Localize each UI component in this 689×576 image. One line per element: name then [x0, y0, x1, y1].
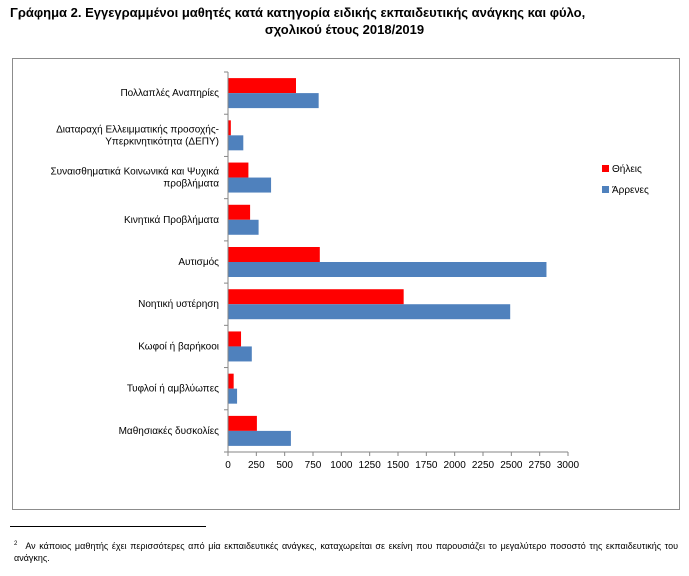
x-tick-label-8: 2000: [444, 460, 467, 471]
legend-label-1: Άρρενες: [612, 185, 649, 196]
chart-title: Γράφημα 2. Εγγεγραμμένοι μαθητές κατά κα…: [0, 4, 689, 38]
category-label-1-1: Υπερκινητικότητα (ΔΕΠΥ): [105, 135, 219, 147]
legend-label-0: Θήλεις: [612, 163, 642, 175]
x-tick-label-0: 0: [225, 460, 231, 471]
footnote-text: Αν κάποιος μαθητής έχει περισσότερες από…: [14, 541, 678, 563]
x-tick-label-1: 250: [248, 460, 265, 471]
footnote-marker: 2: [14, 541, 18, 547]
footnote: 2 Αν κάποιος μαθητής έχει περισσότερες απ…: [14, 538, 678, 564]
x-tick-label-2: 500: [276, 460, 293, 471]
category-label-3-0: Κινητικά Προβλήματα: [124, 214, 219, 226]
x-tick-label-11: 2750: [529, 460, 552, 471]
category-label-7-0: Τυφλοί ή αμβλύωπες: [127, 383, 219, 395]
x-tick-label-10: 2500: [500, 460, 523, 471]
footnote-rule: [10, 526, 206, 527]
bar-male-3: [228, 219, 259, 235]
category-label-1-0: Διαταραχή Ελλειμματικής προσοχής-: [56, 123, 219, 135]
category-label-8-0: Μαθησιακές δυσκολίες: [119, 425, 220, 437]
bar-female-5: [228, 289, 404, 305]
chart-title-line-1: Γράφημα 2. Εγγεγραμμένοι μαθητές κατά κα…: [10, 5, 586, 20]
bar-female-3: [228, 204, 251, 220]
bar-male-0: [228, 93, 319, 109]
bar-female-7: [228, 373, 234, 389]
category-label-0-0: Πολλαπλές Αναπηρίες: [120, 87, 219, 99]
x-tick-label-5: 1250: [359, 460, 382, 471]
category-label-2-0: Συναισθηματικά Κοινωνικά και Ψυχικά: [50, 166, 219, 178]
legend-swatch-1: [602, 186, 609, 193]
category-label-2-1: προβλήματα: [163, 178, 219, 190]
bar-male-8: [228, 430, 291, 446]
bar-female-8: [228, 415, 257, 431]
x-tick-label-3: 750: [305, 460, 322, 471]
category-label-5-0: Νοητική υστέρηση: [138, 298, 219, 310]
bar-male-7: [228, 388, 238, 404]
chart-title-line-2: σχολικού έτους 2018/2019: [264, 22, 425, 37]
category-label-4-0: Αυτισμός: [178, 256, 219, 268]
bar-female-4: [228, 247, 320, 262]
bar-male-4: [228, 262, 547, 277]
bar-female-6: [228, 331, 242, 347]
category-label-6-0: Κωφοί ή βαρήκοοι: [138, 340, 219, 352]
legend-swatch-0: [602, 165, 609, 172]
bar-female-1: [228, 120, 231, 136]
bar-male-2: [228, 177, 272, 193]
bar-male-6: [228, 346, 252, 362]
bar-male-1: [228, 135, 244, 151]
bar-female-2: [228, 162, 249, 178]
x-tick-label-12: 3000: [557, 460, 580, 471]
bar-male-5: [228, 304, 511, 320]
x-tick-label-9: 2250: [472, 460, 495, 471]
bar-female-0: [228, 78, 296, 94]
chart-frame: [12, 58, 680, 510]
x-tick-label-7: 1750: [415, 460, 438, 471]
x-tick-label-4: 1000: [330, 460, 353, 471]
x-tick-label-6: 1500: [387, 460, 410, 471]
